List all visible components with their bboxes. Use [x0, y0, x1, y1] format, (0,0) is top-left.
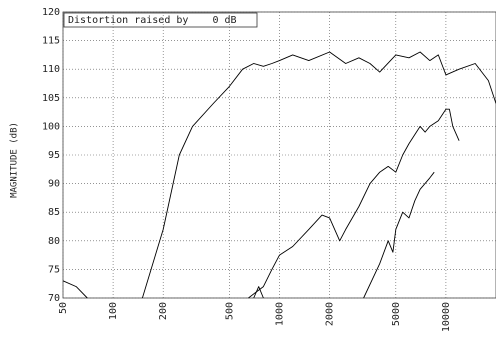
y-axis-label: MAGNITUDE (dB) — [10, 122, 20, 198]
y-tick-label: 80 — [48, 236, 60, 247]
title-box — [63, 12, 258, 28]
y-tick-label: 75 — [48, 264, 60, 275]
y-tick-label: 95 — [48, 150, 60, 161]
x-tick-label: 500 — [224, 302, 235, 320]
y-tick-label: 85 — [48, 207, 60, 218]
series-line — [62, 51, 496, 299]
y-tick-label: 105 — [42, 93, 60, 104]
series-line — [248, 108, 460, 299]
y-tick-label: 120 — [42, 7, 60, 18]
series-line — [253, 171, 435, 299]
y-tick-label: 115 — [42, 36, 60, 47]
x-tick-label: 100 — [108, 302, 119, 320]
y-tick-label: 110 — [42, 64, 60, 75]
y-tick-label: 100 — [42, 121, 60, 132]
y-tick-label: 90 — [48, 179, 60, 190]
x-tick-label: 1000 — [275, 302, 286, 326]
chart-title: Distortion raised by 0 dB — [68, 15, 237, 26]
x-tick-label: 200 — [158, 302, 169, 320]
x-tick-label: 2000 — [325, 302, 336, 326]
x-tick-label: 10000 — [441, 302, 452, 332]
x-tick-label: 5000 — [391, 302, 402, 326]
y-tick-label: 70 — [48, 293, 60, 304]
x-tick-label: 50 — [58, 302, 69, 314]
